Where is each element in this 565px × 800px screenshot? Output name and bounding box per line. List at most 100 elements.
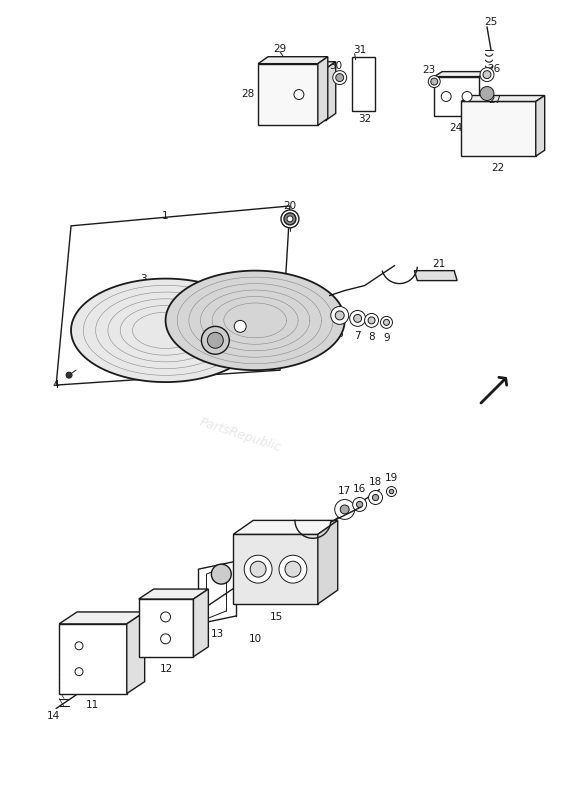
- Polygon shape: [461, 95, 545, 102]
- Text: 21: 21: [433, 258, 446, 269]
- Circle shape: [336, 74, 344, 82]
- Circle shape: [384, 319, 389, 326]
- Circle shape: [431, 78, 438, 85]
- Text: 18: 18: [369, 477, 382, 486]
- Text: 12: 12: [160, 664, 173, 674]
- Circle shape: [234, 320, 246, 332]
- Polygon shape: [71, 278, 260, 382]
- Text: 25: 25: [484, 17, 498, 27]
- Polygon shape: [536, 95, 545, 156]
- Text: 6: 6: [243, 339, 250, 350]
- Text: 32: 32: [358, 114, 371, 124]
- Circle shape: [281, 210, 299, 228]
- Text: 23: 23: [423, 65, 436, 74]
- Text: 16: 16: [353, 483, 366, 494]
- Polygon shape: [258, 57, 328, 64]
- Circle shape: [480, 86, 494, 101]
- Text: 13: 13: [211, 629, 224, 639]
- Circle shape: [357, 502, 363, 508]
- Text: 17: 17: [338, 486, 351, 495]
- Polygon shape: [59, 624, 127, 694]
- Text: 30: 30: [329, 61, 342, 70]
- Polygon shape: [139, 599, 193, 657]
- Text: 14: 14: [46, 711, 60, 722]
- Circle shape: [386, 486, 397, 497]
- Circle shape: [244, 555, 272, 583]
- Circle shape: [354, 314, 362, 322]
- Polygon shape: [351, 57, 375, 111]
- Circle shape: [75, 642, 83, 650]
- Circle shape: [331, 306, 349, 324]
- Circle shape: [368, 317, 375, 324]
- Circle shape: [350, 310, 366, 326]
- Polygon shape: [318, 57, 328, 126]
- Circle shape: [389, 490, 394, 494]
- Circle shape: [334, 499, 355, 519]
- Text: 6: 6: [336, 330, 343, 339]
- Polygon shape: [139, 589, 208, 599]
- Polygon shape: [318, 521, 338, 604]
- Polygon shape: [127, 612, 145, 694]
- Text: 9: 9: [383, 334, 390, 343]
- Polygon shape: [434, 72, 487, 77]
- Polygon shape: [271, 62, 336, 69]
- Text: 24: 24: [450, 123, 463, 134]
- Text: 3: 3: [140, 274, 147, 283]
- Circle shape: [201, 326, 229, 354]
- Polygon shape: [56, 206, 290, 385]
- Circle shape: [368, 490, 383, 505]
- Circle shape: [160, 612, 171, 622]
- Text: 4: 4: [53, 380, 59, 390]
- Text: 7: 7: [354, 331, 361, 342]
- Text: 5: 5: [199, 355, 206, 365]
- Text: 10: 10: [249, 634, 262, 644]
- Circle shape: [66, 372, 72, 378]
- Text: 19: 19: [385, 473, 398, 482]
- Text: 15: 15: [270, 612, 282, 622]
- Polygon shape: [233, 521, 338, 534]
- Circle shape: [250, 562, 266, 577]
- Text: 31: 31: [353, 45, 366, 54]
- Text: PartsRepublic: PartsRepublic: [198, 415, 283, 454]
- Circle shape: [483, 70, 491, 78]
- Text: 2: 2: [77, 310, 84, 321]
- Polygon shape: [434, 77, 479, 117]
- Circle shape: [285, 562, 301, 577]
- Circle shape: [333, 70, 347, 85]
- Text: 29: 29: [273, 44, 286, 54]
- Circle shape: [462, 91, 472, 102]
- Text: 28: 28: [242, 89, 255, 98]
- Polygon shape: [271, 69, 326, 120]
- Text: 1: 1: [162, 211, 169, 221]
- Polygon shape: [166, 270, 345, 370]
- Polygon shape: [258, 64, 318, 126]
- Circle shape: [480, 68, 494, 82]
- Circle shape: [294, 90, 304, 99]
- Circle shape: [335, 311, 344, 320]
- Text: 8: 8: [368, 332, 375, 342]
- Polygon shape: [233, 534, 318, 604]
- Polygon shape: [193, 589, 208, 657]
- Circle shape: [364, 314, 379, 327]
- Circle shape: [372, 494, 379, 501]
- Polygon shape: [326, 62, 336, 120]
- Circle shape: [211, 564, 231, 584]
- Text: 22: 22: [492, 163, 505, 173]
- Circle shape: [75, 668, 83, 676]
- Text: 20: 20: [284, 201, 297, 211]
- Circle shape: [284, 213, 296, 225]
- Circle shape: [428, 76, 440, 87]
- Circle shape: [353, 498, 367, 511]
- Circle shape: [441, 91, 451, 102]
- Circle shape: [279, 555, 307, 583]
- Circle shape: [340, 505, 349, 514]
- Polygon shape: [59, 612, 145, 624]
- Polygon shape: [414, 270, 457, 281]
- Text: 11: 11: [86, 701, 99, 710]
- Circle shape: [380, 317, 393, 328]
- Text: 26: 26: [488, 64, 501, 74]
- Circle shape: [160, 634, 171, 644]
- Polygon shape: [461, 102, 536, 156]
- Circle shape: [207, 332, 223, 348]
- Text: 27: 27: [488, 95, 502, 106]
